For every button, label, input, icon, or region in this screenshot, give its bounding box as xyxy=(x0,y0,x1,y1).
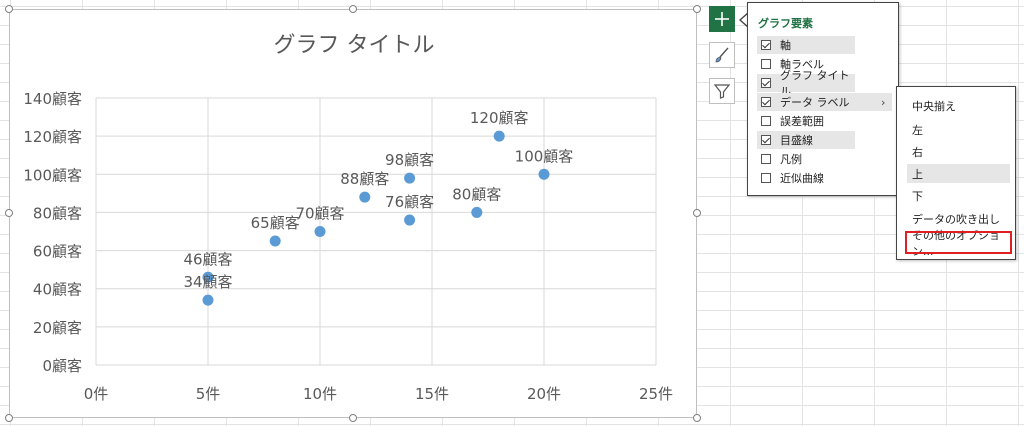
submenu-item-above[interactable]: 上 xyxy=(907,164,1010,183)
data-label[interactable]: 34顧客 xyxy=(183,273,232,291)
data-label[interactable]: 76顧客 xyxy=(385,193,434,211)
checkbox-gridlines[interactable] xyxy=(761,135,771,145)
element-legend[interactable]: 凡例 xyxy=(757,150,855,168)
x-tick-label: 20件 xyxy=(527,385,561,403)
resize-handle-left[interactable] xyxy=(5,209,13,217)
data-label[interactable]: 65顧客 xyxy=(251,214,300,232)
resize-handle-top-left[interactable] xyxy=(5,5,13,13)
element-error-bars[interactable]: 誤差範囲 xyxy=(757,112,855,130)
panel-pointer-fill xyxy=(741,13,749,27)
element-label: 目盛線 xyxy=(780,134,813,147)
data-label-submenu: 中央揃え 左 右 上 下 データの吹き出し その他のオプション... xyxy=(896,86,1016,260)
element-label: 誤差範囲 xyxy=(780,115,824,128)
plus-icon xyxy=(715,12,729,26)
checkbox-data-labels[interactable] xyxy=(761,97,771,107)
x-tick-label: 0件 xyxy=(84,385,109,403)
y-tick-label: 0顧客 xyxy=(42,357,82,375)
resize-handle-bottom-left[interactable] xyxy=(5,414,13,422)
element-label: データ ラベル xyxy=(780,96,850,109)
filter-icon xyxy=(713,84,731,99)
data-point[interactable] xyxy=(314,226,326,237)
y-tick-label: 120顧客 xyxy=(23,128,82,146)
data-label[interactable]: 46顧客 xyxy=(183,250,232,268)
x-tick-label: 10件 xyxy=(303,385,337,403)
y-tick-label: 40顧客 xyxy=(33,281,82,299)
chart-title[interactable]: グラフ タイトル xyxy=(274,33,435,58)
y-tick-label: 60顧客 xyxy=(33,243,82,261)
submenu-item-center[interactable]: 中央揃え xyxy=(912,99,956,113)
y-tick-label: 100顧客 xyxy=(23,166,82,184)
data-label[interactable]: 120顧客 xyxy=(470,109,529,127)
submenu-item-right[interactable]: 右 xyxy=(912,145,923,159)
data-point[interactable] xyxy=(359,191,371,203)
data-label[interactable]: 80顧客 xyxy=(452,185,501,203)
element-label: 近似曲線 xyxy=(780,172,824,185)
element-axes[interactable]: 軸 xyxy=(757,36,855,54)
data-point[interactable] xyxy=(269,235,281,247)
submenu-item-below[interactable]: 下 xyxy=(912,189,923,203)
submenu-item-more-options[interactable]: その他のオプション... xyxy=(905,229,1012,258)
scatter-plot: グラフ タイトル 0件 5件 10件 15件 20件 25件 0顧客 20顧客 40顧客 60顧… xyxy=(23,33,673,403)
data-point[interactable] xyxy=(493,130,505,142)
data-label[interactable]: 98顧客 xyxy=(385,151,434,169)
x-tick-label: 15件 xyxy=(415,385,449,403)
data-point[interactable] xyxy=(471,206,483,218)
data-point[interactable] xyxy=(404,214,416,226)
element-label: 軸 xyxy=(780,39,791,52)
brush-icon xyxy=(715,47,729,63)
resize-handle-right[interactable] xyxy=(693,209,701,217)
checkbox-chart-title[interactable] xyxy=(761,78,771,88)
checkbox-axis-titles[interactable] xyxy=(761,59,771,69)
y-tick-label: 20顧客 xyxy=(33,319,82,337)
chart-area[interactable]: グラフ タイトル 0件 5件 10件 15件 20件 25件 0顧客 20顧客 40顧客 60顧… xyxy=(9,9,697,418)
checkbox-trendline[interactable] xyxy=(761,173,771,183)
y-tick-label: 80顧客 xyxy=(33,204,82,222)
chart-styles-button[interactable] xyxy=(709,42,735,68)
resize-handle-top[interactable] xyxy=(349,5,357,13)
data-point[interactable] xyxy=(202,271,214,283)
element-label: 凡例 xyxy=(780,153,802,166)
data-label[interactable]: 88顧客 xyxy=(340,170,389,188)
chart-elements-panel: グラフ要素 軸 軸ラベル グラフ タイトル データ ラベル › 誤差範囲 目盛線… xyxy=(747,2,899,196)
data-label[interactable]: 100顧客 xyxy=(515,147,574,165)
x-tick-label: 5件 xyxy=(196,385,221,403)
checkbox-axes[interactable] xyxy=(761,40,771,50)
panel-title: グラフ要素 xyxy=(758,17,813,30)
resize-handle-bottom[interactable] xyxy=(349,414,357,422)
element-gridlines[interactable]: 目盛線 xyxy=(757,131,855,149)
data-label[interactable]: 70顧客 xyxy=(295,205,344,223)
data-point[interactable] xyxy=(538,168,550,180)
chart-elements-button[interactable] xyxy=(709,6,735,32)
data-point[interactable] xyxy=(202,294,214,306)
element-trendline[interactable]: 近似曲線 xyxy=(757,169,855,187)
resize-handle-bottom-right[interactable] xyxy=(693,414,701,422)
data-point[interactable] xyxy=(404,172,416,184)
chevron-right-icon[interactable]: › xyxy=(881,95,886,109)
element-label: 軸ラベル xyxy=(780,58,824,71)
element-data-labels[interactable]: データ ラベル › xyxy=(757,93,892,111)
element-axis-titles[interactable]: 軸ラベル xyxy=(757,55,855,73)
checkbox-error-bars[interactable] xyxy=(761,116,771,126)
submenu-item-left[interactable]: 左 xyxy=(912,123,923,137)
y-tick-label: 140顧客 xyxy=(23,90,82,108)
element-chart-title[interactable]: グラフ タイトル xyxy=(757,69,855,98)
chart-filters-button[interactable] xyxy=(709,78,735,104)
element-label: グラフ タイトル xyxy=(780,69,850,98)
checkbox-legend[interactable] xyxy=(761,154,771,164)
resize-handle-top-right[interactable] xyxy=(693,5,701,13)
x-tick-label: 25件 xyxy=(639,385,673,403)
submenu-item-callout[interactable]: データの吹き出し xyxy=(912,212,1000,226)
